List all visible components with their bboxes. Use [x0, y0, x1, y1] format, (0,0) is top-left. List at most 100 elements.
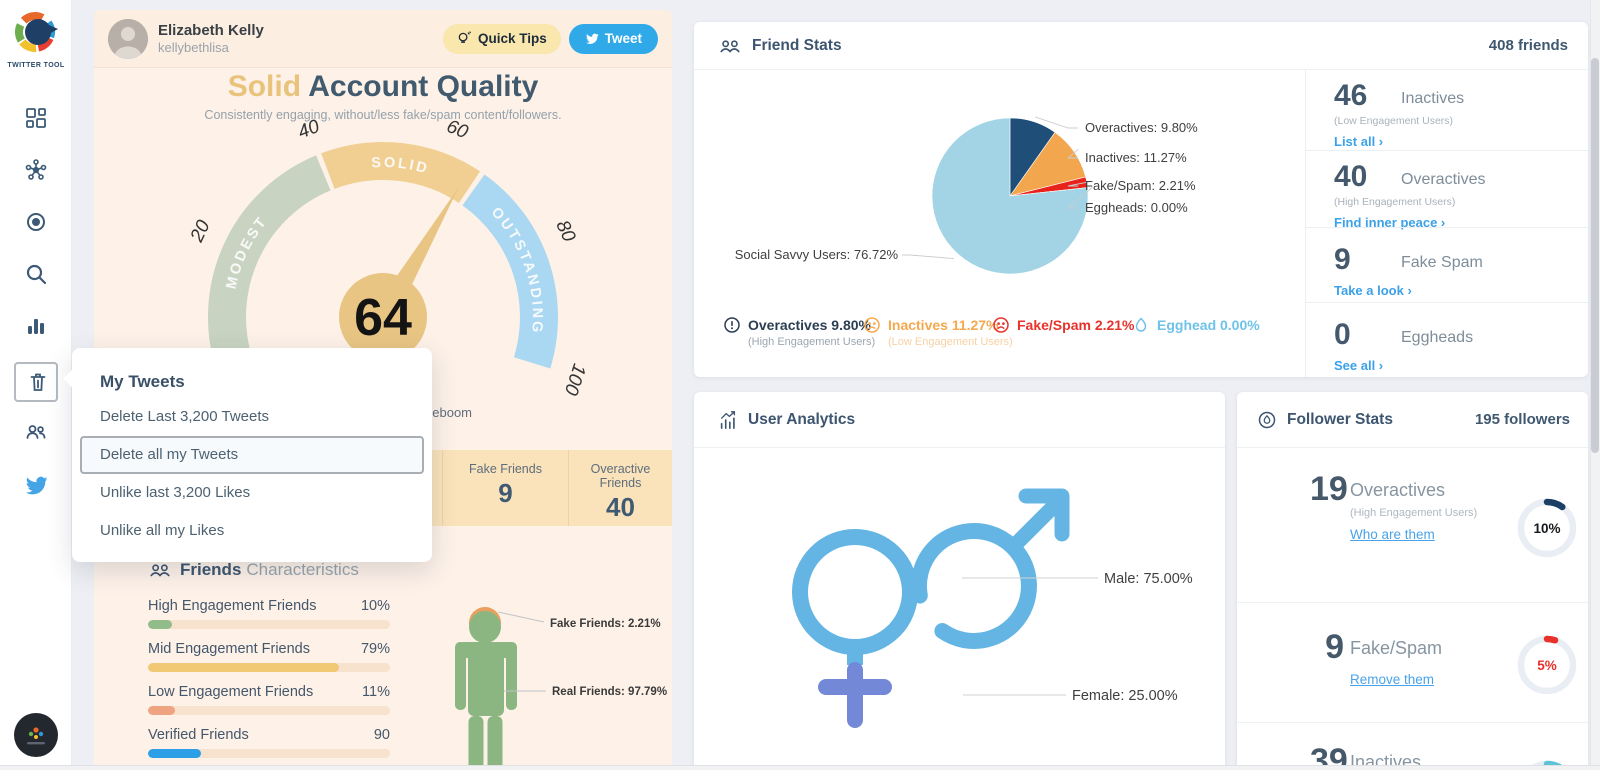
overactives-donut: 10%	[1517, 498, 1577, 558]
target-icon[interactable]	[24, 210, 48, 234]
friend-stats-card: Friend Stats 408 friends Overactives: 9.…	[694, 22, 1588, 377]
twitter-icon	[585, 33, 599, 44]
fc-progress-fill	[148, 663, 340, 672]
app-logo[interactable]	[12, 10, 60, 58]
svg-text:Eggheads: 0.00%: Eggheads: 0.00%	[1085, 200, 1188, 215]
legend-fake-spam: Fake/Spam 2.21%	[992, 316, 1135, 334]
profile-name: Elizabeth Kelly	[158, 22, 264, 39]
fc-progress-fill	[148, 620, 173, 629]
fc-row: High Engagement Friends 10%	[148, 598, 390, 629]
my-tweets-dropdown: My Tweets Delete Last 3,200 Tweets Delet…	[63, 348, 432, 562]
sidebar: TWITTER TOOL	[0, 0, 72, 770]
find-inner-peace-link[interactable]: Find inner peace ›	[1334, 214, 1446, 230]
horizontal-scrollbar-track	[0, 765, 1600, 770]
svg-text:40: 40	[295, 116, 323, 143]
friends-group-icon	[720, 39, 740, 52]
card-title: Follower Stats	[1287, 410, 1393, 428]
fc-value: 90	[373, 727, 390, 743]
fake-friends-label: Fake Friends: 2.21%	[550, 618, 661, 630]
row-divider	[1237, 722, 1588, 723]
menu-item-unlike-last-3200-likes[interactable]: Unlike last 3,200 Likes	[100, 484, 251, 501]
svg-text:80: 80	[551, 217, 579, 245]
friend-count: 408 friends	[1488, 37, 1568, 54]
stat-label: Inactives	[1401, 89, 1465, 107]
overactive-icon	[724, 317, 740, 333]
stat-label: Fake Spam	[1401, 253, 1483, 271]
sidebar-item-delete-tweets-selected[interactable]	[14, 362, 58, 402]
svg-text:20: 20	[186, 217, 215, 246]
stat-sub: (High Engagement Users)	[1350, 507, 1478, 519]
vertical-scrollbar-track	[1590, 0, 1600, 770]
row-divider	[1237, 602, 1588, 603]
profile-header: Elizabeth Kelly kellybethlisa Quick Tips…	[94, 10, 672, 68]
menu-item-delete-all-my-tweets[interactable]: Delete all my Tweets	[80, 436, 424, 474]
friends-characteristics-rows: High Engagement Friends 10% Mid Engagemen…	[148, 598, 390, 770]
who-are-them-link[interactable]: Who are them	[1350, 527, 1435, 542]
audience-users-icon[interactable]	[24, 420, 48, 444]
profile-names: Elizabeth Kelly kellybethlisa	[158, 22, 443, 55]
twitter-bird-icon[interactable]	[24, 474, 48, 498]
fc-label: Low Engagement Friends	[148, 684, 314, 700]
stat-number: 9	[1334, 243, 1351, 276]
svg-text:64: 64	[354, 289, 412, 347]
follower-flame-icon	[1258, 411, 1276, 428]
fc-progress-track	[148, 663, 390, 672]
bulb-icon	[458, 31, 471, 43]
stat-cell-value: 9	[498, 478, 513, 508]
connections-hub-icon[interactable]	[24, 158, 48, 182]
fc-progress-fill	[148, 706, 175, 715]
dashboard-grid-icon[interactable]	[24, 106, 48, 130]
fc-progress-fill	[148, 749, 202, 758]
svg-text:60: 60	[443, 116, 471, 143]
workspace-badge[interactable]	[14, 713, 58, 757]
stat-number: 46	[1334, 79, 1368, 112]
fc-row: Mid Engagement Friends 79%	[148, 641, 390, 672]
svg-text:Overactives: 9.80%: Overactives: 9.80%	[1085, 120, 1198, 135]
svg-text:5%: 5%	[1537, 658, 1557, 673]
analytics-bars-icon[interactable]	[24, 314, 48, 338]
legend-sub: (High Engagement Users)	[748, 336, 876, 348]
quick-tips-button[interactable]: Quick Tips	[442, 23, 561, 54]
male-label: Male: 75.00%	[1104, 571, 1193, 587]
menu-item-delete-last-3200-tweets[interactable]: Delete Last 3,200 Tweets	[100, 408, 269, 425]
card-title: Friend Stats	[752, 36, 842, 54]
tweet-label: Tweet	[604, 31, 642, 46]
tweet-button[interactable]: Tweet	[568, 23, 658, 54]
vertical-scrollbar-thumb[interactable]	[1591, 58, 1599, 453]
stat-label: Overactives	[1401, 170, 1486, 188]
menu-item-unlike-all-my-likes[interactable]: Unlike all my Likes	[100, 522, 225, 539]
gauge-title: Solid Account Quality	[94, 70, 672, 104]
stat-label: Eggheads	[1401, 328, 1474, 346]
search-icon[interactable]	[24, 262, 48, 286]
fc-value: 10%	[360, 598, 390, 614]
gauge-title-em: Solid	[227, 70, 302, 103]
logo-icon	[14, 12, 58, 52]
user-analytics-header: User Analytics	[694, 392, 1225, 448]
friend-stats-header: Friend Stats 408 friends	[694, 22, 1588, 70]
follower-stats-card: Follower Stats 195 followers 19 Overactiv…	[1237, 392, 1588, 770]
follower-stats-header: Follower Stats 195 followers	[1237, 392, 1588, 448]
take-a-look-link[interactable]: Take a look ›	[1334, 282, 1412, 298]
side-stat-eggheads: 0 Eggheads See all ›	[1306, 302, 1588, 377]
follower-stat-fake-spam: 9 Fake/Spam Remove them	[1237, 630, 1588, 689]
legend-sub: (Low Engagement Users)	[888, 336, 1013, 348]
legend-label: Overactives 9.80%	[748, 317, 871, 333]
fc-value: 79%	[360, 641, 390, 657]
remove-them-link[interactable]: Remove them	[1350, 672, 1435, 687]
legend-label: Fake/Spam 2.21%	[1017, 317, 1135, 333]
svg-text:Social Savvy Users: 76.72%: Social Savvy Users: 76.72%	[735, 247, 899, 262]
legend-label: Inactives 11.27%	[888, 317, 999, 333]
title-light: Characteristics	[246, 560, 359, 579]
fc-row: Low Engagement Friends 11%	[148, 684, 390, 715]
list-all-link[interactable]: List all ›	[1334, 133, 1384, 149]
card-title: User Analytics	[748, 410, 856, 428]
see-all-link[interactable]: See all ›	[1334, 357, 1384, 373]
fc-progress-track	[148, 749, 390, 758]
inactives-donut	[1517, 760, 1577, 770]
stat-cell-overactive-friends: Overactive Friends 40	[568, 450, 672, 526]
legend-egghead: Egghead 0.00%	[1132, 316, 1260, 334]
stat-number: 9	[1325, 628, 1344, 666]
stat-sub: (Low Engagement Users)	[1334, 114, 1454, 127]
legend-overactives: Overactives 9.80% (High Engagement Users…	[723, 316, 875, 348]
